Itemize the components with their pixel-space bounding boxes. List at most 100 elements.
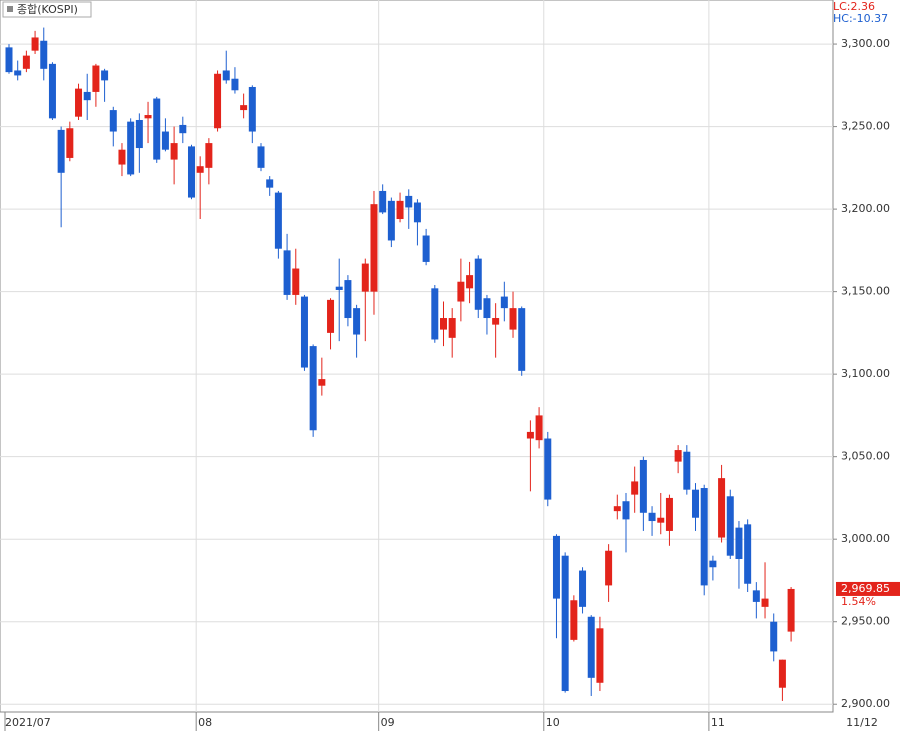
candle-body [179,124,187,134]
candle-body [440,318,447,330]
candle-body [231,78,239,91]
candle-body [518,308,526,371]
candle-body [144,115,152,119]
last-price-label: 2,969.85 [841,582,890,595]
x-tick-label: 11 [711,716,725,729]
plot-frame [0,0,834,713]
candle-body [483,298,491,319]
candle-body [457,281,465,302]
y-tick-label: 3,000.00 [841,532,890,545]
candle-body [744,524,752,584]
candle-body [109,110,117,132]
candle-body [674,450,682,462]
change-label: 1.54% [841,595,876,608]
candle-body [153,98,161,160]
y-tick-label: 3,200.00 [841,202,890,215]
candle-body [75,88,83,117]
candle-body [622,501,630,520]
candle-body [474,258,482,310]
x-tick-label: 08 [198,716,212,729]
candle-body [544,438,552,500]
candle-body [492,318,500,325]
candle-body [387,200,395,241]
candle-body [422,235,430,262]
candle-body [665,497,673,531]
candle-body [92,65,100,92]
candle-body [770,621,778,652]
candle-body [726,496,734,556]
x-tick-label: 10 [546,716,560,729]
candle-body [561,555,569,692]
candle-body [14,70,22,76]
y-tick-label: 2,950.00 [841,615,890,628]
candle-body [101,70,109,81]
candle-body [648,512,656,522]
x-tick-label: 11/12 [846,716,878,729]
candle-body [161,131,169,150]
candle-body [31,37,39,51]
candle-body [657,517,665,523]
candle-body [40,40,48,69]
candle-body [535,415,543,441]
candle-body [631,481,639,495]
candle-body [283,250,291,295]
candle-body [379,190,387,213]
candle-body [66,128,74,158]
y-tick-label: 3,100.00 [841,367,890,380]
x-tick-label: 09 [381,716,395,729]
candle-body [257,146,265,168]
candle-body [552,535,560,599]
candle-body [370,204,378,292]
candle-body [353,308,361,335]
candle-body [718,478,726,538]
candle-body [709,560,717,568]
candle-body [500,296,508,309]
y-tick-label: 3,050.00 [841,450,890,463]
candle-body [222,70,230,81]
candle-body [240,105,248,111]
candle-body [196,166,204,173]
candle-body [83,91,91,101]
chart-title: 종합(KOSPI) [17,3,78,16]
candle-body [248,86,256,132]
candle-body [205,143,213,168]
candle-body [405,195,413,208]
candle-body [361,263,369,292]
candle-body [335,286,343,290]
candle-body [683,451,691,490]
last-price-box [836,581,900,596]
candle-body [266,179,274,188]
candle-body [613,506,621,512]
candle-body [431,288,439,340]
candle-body [135,119,143,149]
candle-body [300,296,308,368]
candle-body [292,268,300,295]
candle-body [448,318,456,338]
candle-body [570,600,578,640]
candle-body [309,346,317,431]
y-tick-label: 3,150.00 [841,285,890,298]
candle-body [274,192,282,249]
candle-body [396,200,404,220]
x-tick-label: 2021/07 [5,716,51,729]
candle-body [526,431,534,439]
indicator-hc: HC:-10.37 [833,12,888,25]
y-tick-label: 3,250.00 [841,120,890,133]
legend-box [2,1,92,18]
candle-body [778,659,786,688]
candle-body [5,47,13,73]
candle-body [187,146,195,198]
candle-body [214,73,222,129]
candle-body [735,527,743,559]
candle-body [344,280,352,319]
candle-body [413,202,421,223]
legend-icon [7,6,13,12]
candle-body [587,616,595,678]
candle-body [692,489,700,518]
candle-body [639,459,647,513]
candle-body [761,598,769,607]
indicator-lc: LC:2.36 [833,0,875,13]
candle-body [596,628,604,683]
candle-body [118,149,126,165]
